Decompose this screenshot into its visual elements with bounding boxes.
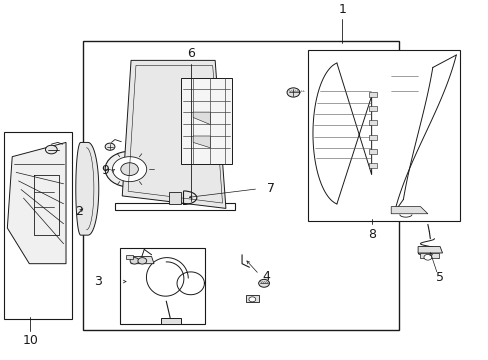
Polygon shape [368, 120, 376, 125]
Text: 2: 2 [75, 206, 83, 219]
Bar [4, 132, 72, 319]
Polygon shape [390, 207, 427, 214]
Circle shape [130, 258, 139, 264]
Circle shape [105, 143, 115, 150]
Text: 4: 4 [262, 270, 270, 283]
Circle shape [121, 163, 138, 176]
Text: 3: 3 [94, 275, 102, 288]
Polygon shape [417, 247, 442, 253]
Circle shape [248, 297, 255, 302]
Polygon shape [7, 143, 66, 264]
Bar [83, 41, 398, 330]
Polygon shape [368, 163, 376, 168]
Circle shape [423, 255, 431, 260]
Bar [115, 203, 234, 210]
Polygon shape [131, 257, 154, 264]
Polygon shape [368, 92, 376, 97]
Circle shape [45, 145, 57, 154]
Polygon shape [368, 135, 376, 140]
Text: 7: 7 [266, 182, 274, 195]
Polygon shape [122, 60, 225, 208]
Polygon shape [193, 136, 210, 148]
Text: 9: 9 [101, 165, 109, 177]
Circle shape [105, 151, 154, 187]
Polygon shape [181, 78, 232, 164]
Polygon shape [169, 192, 181, 204]
Bar [307, 50, 459, 221]
Polygon shape [161, 318, 181, 324]
Circle shape [286, 88, 299, 97]
Circle shape [138, 258, 146, 264]
Polygon shape [126, 255, 133, 259]
Text: 1: 1 [338, 3, 346, 16]
Polygon shape [193, 112, 210, 125]
Polygon shape [76, 143, 99, 235]
Circle shape [258, 279, 269, 287]
Polygon shape [245, 295, 259, 302]
Text: 6: 6 [186, 48, 194, 60]
Circle shape [112, 157, 146, 182]
Text: 8: 8 [367, 228, 375, 241]
Polygon shape [368, 106, 376, 111]
Polygon shape [419, 253, 438, 258]
Polygon shape [368, 149, 376, 154]
Bar [120, 248, 205, 324]
Text: 10: 10 [22, 334, 38, 347]
Text: 5: 5 [435, 271, 443, 284]
